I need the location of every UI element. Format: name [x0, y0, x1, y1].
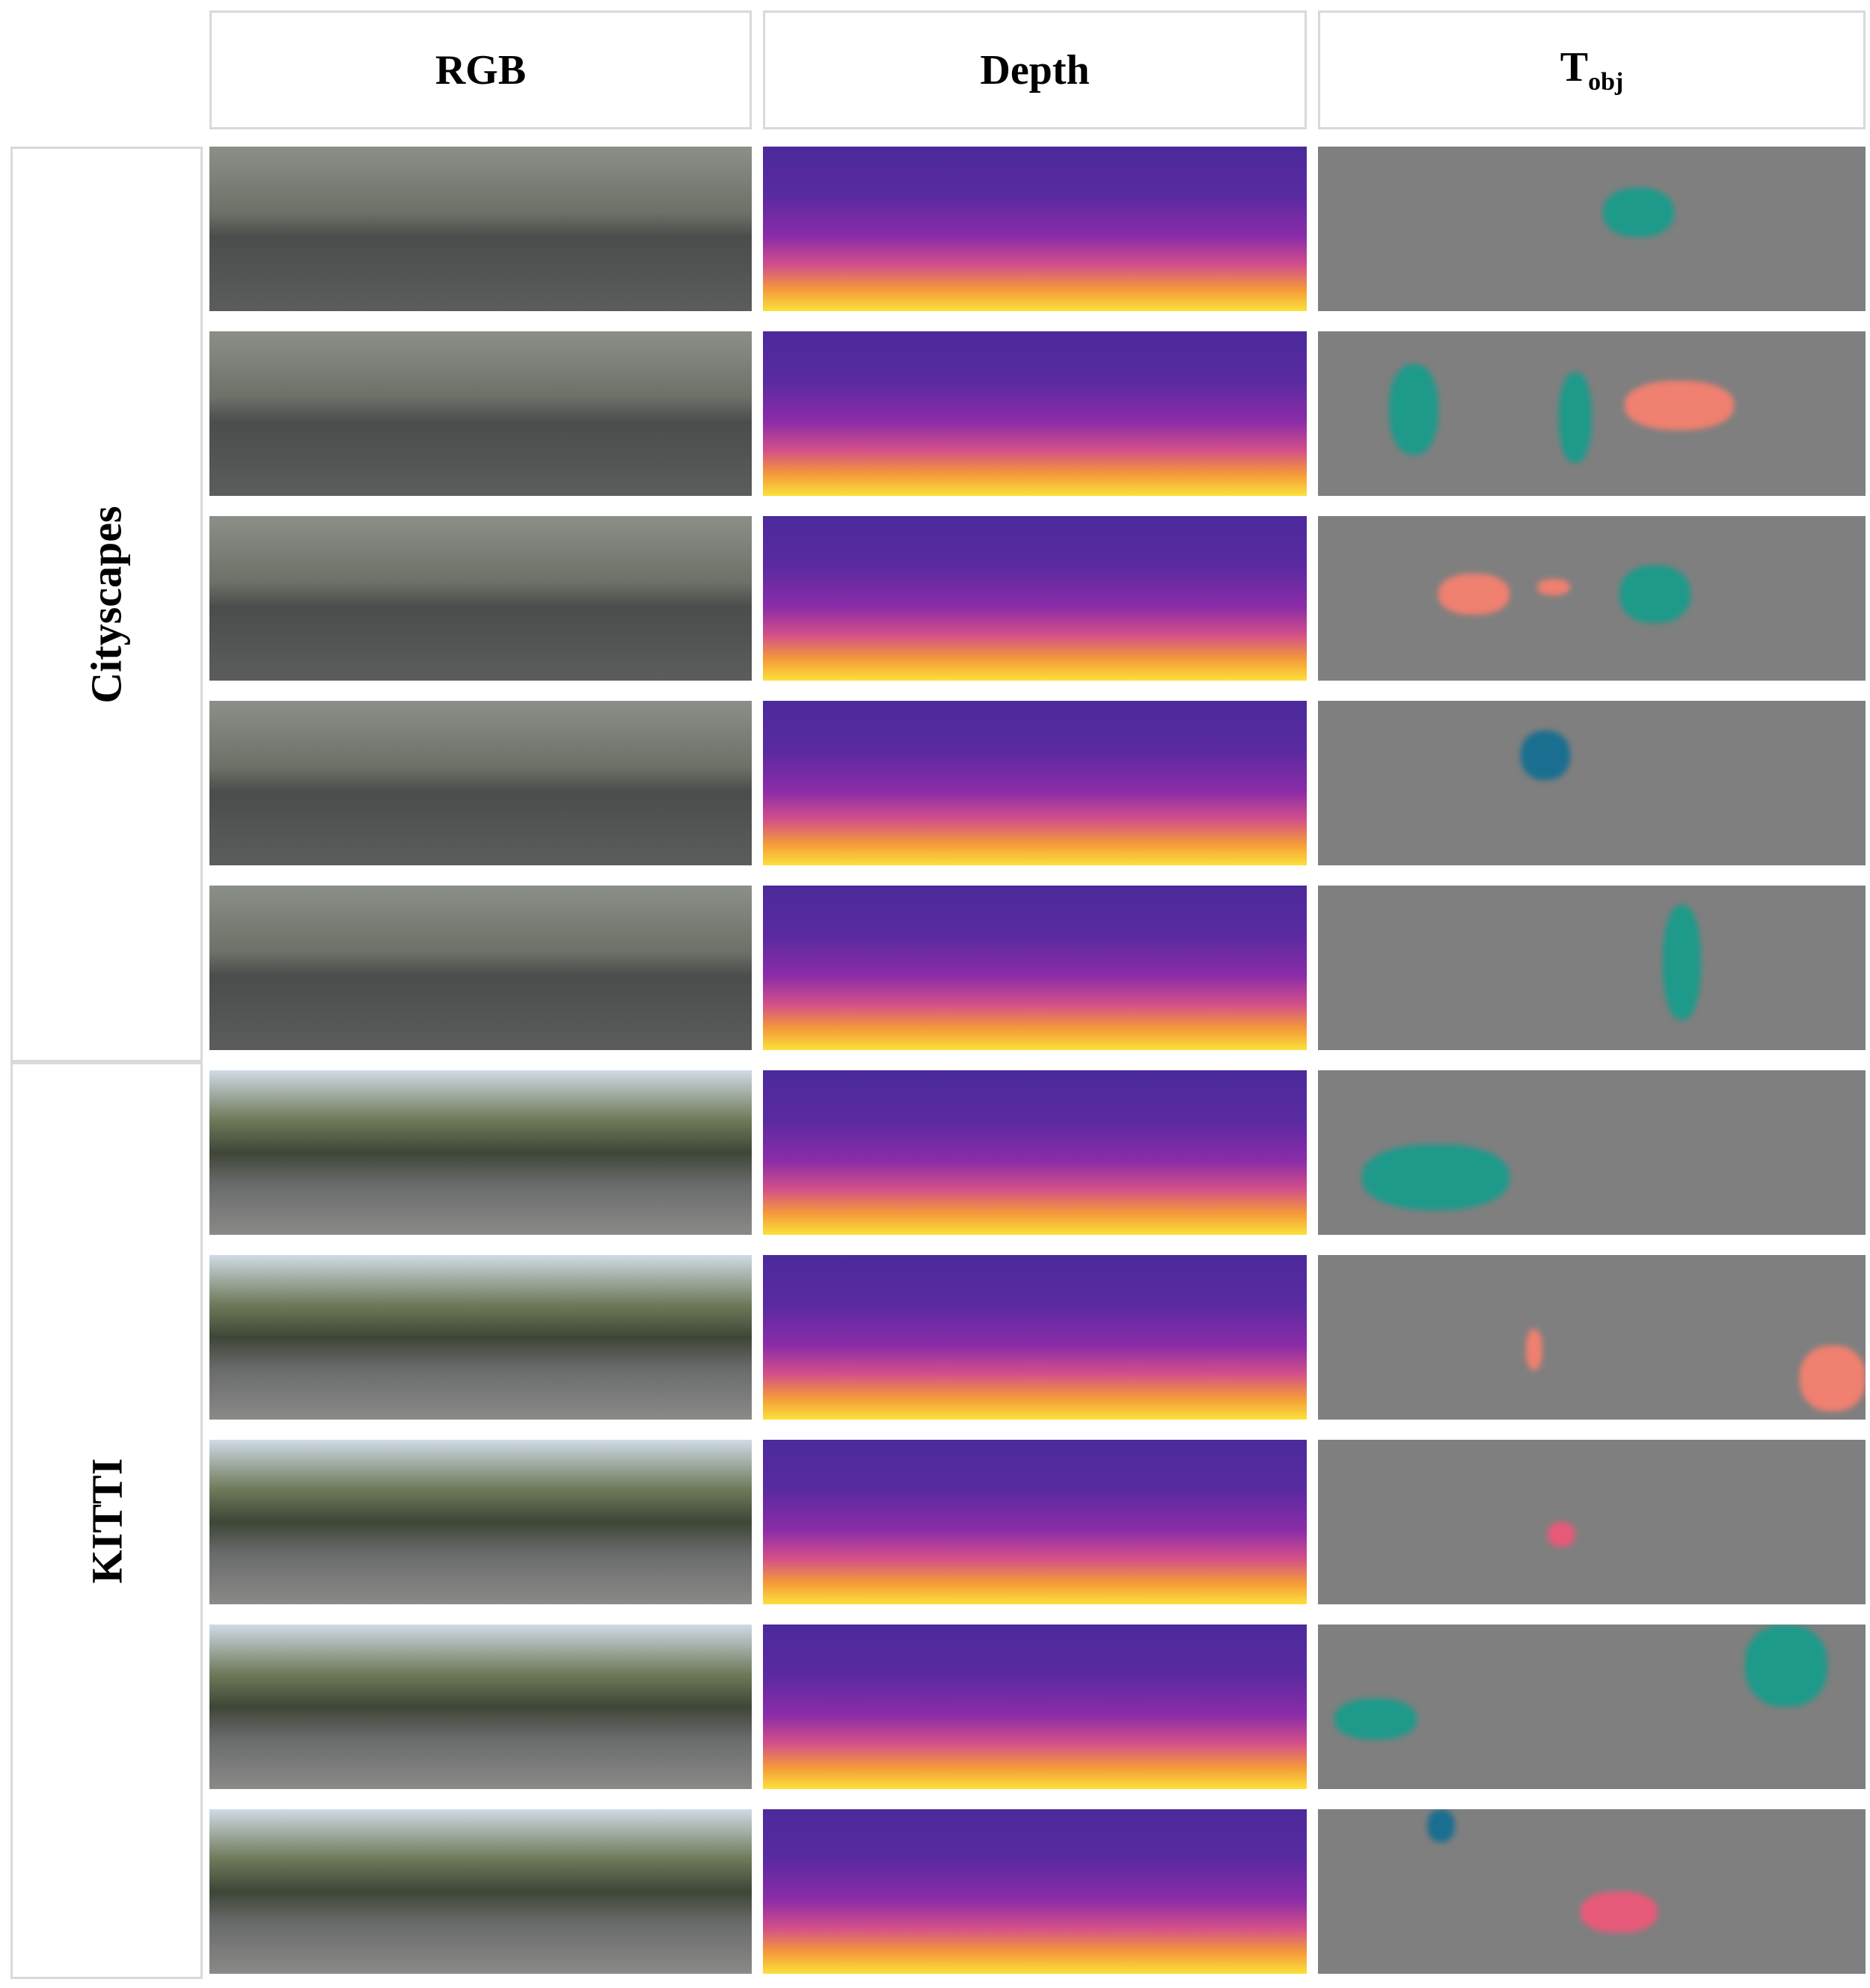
depth-image — [763, 1440, 1307, 1604]
tobj-image — [1318, 1255, 1866, 1420]
depth-image — [763, 516, 1307, 681]
motion-blob — [1520, 730, 1570, 780]
motion-blob — [1800, 1346, 1866, 1411]
column-header: Depth — [763, 10, 1307, 129]
tobj-image — [1318, 147, 1866, 311]
rgb-image — [209, 147, 752, 311]
header-text: Depth — [980, 46, 1090, 93]
rgb-image — [209, 1809, 752, 1974]
header-subscript: obj — [1588, 68, 1624, 96]
motion-blob — [1389, 364, 1439, 455]
tobj-image — [1318, 1809, 1866, 1974]
rgb-image — [209, 886, 752, 1050]
rgb-image — [209, 701, 752, 865]
motion-blob — [1427, 1809, 1455, 1842]
depth-image — [763, 331, 1307, 496]
rgb-image — [209, 1255, 752, 1420]
header-text: Tobj — [1560, 43, 1624, 96]
header-text: RGB — [435, 46, 527, 93]
motion-blob — [1438, 574, 1510, 615]
dataset-text: KITTI — [82, 1458, 131, 1583]
column-header: Tobj — [1318, 10, 1866, 129]
motion-blob — [1744, 1625, 1827, 1707]
motion-blob — [1624, 381, 1735, 430]
motion-blob — [1663, 905, 1702, 1021]
depth-image — [763, 701, 1307, 865]
dataset-label: Cityscapes — [10, 147, 203, 1062]
rgb-image — [209, 331, 752, 496]
tobj-image — [1318, 331, 1866, 496]
motion-blob — [1619, 565, 1690, 623]
depth-image — [763, 1070, 1307, 1235]
motion-blob — [1334, 1699, 1417, 1740]
rgb-image — [209, 1625, 752, 1789]
column-header: RGB — [209, 10, 752, 129]
tobj-image — [1318, 886, 1866, 1050]
rgb-image — [209, 1440, 752, 1604]
depth-image — [763, 147, 1307, 311]
motion-blob — [1602, 188, 1674, 237]
dataset-text: Cityscapes — [82, 505, 132, 704]
motion-blob — [1526, 1329, 1543, 1370]
motion-blob — [1559, 372, 1592, 463]
header-main: T — [1560, 43, 1589, 90]
motion-blob — [1548, 1522, 1576, 1547]
tobj-image — [1318, 1625, 1866, 1789]
motion-blob — [1581, 1892, 1658, 1933]
tobj-image — [1318, 516, 1866, 681]
depth-image — [763, 1809, 1307, 1974]
dataset-label: KITTI — [10, 1062, 203, 1979]
rgb-image — [209, 1070, 752, 1235]
depth-image — [763, 1625, 1307, 1789]
tobj-image — [1318, 701, 1866, 865]
tobj-image — [1318, 1440, 1866, 1604]
tobj-image — [1318, 1070, 1866, 1235]
depth-image — [763, 1255, 1307, 1420]
motion-blob — [1536, 578, 1570, 595]
rgb-image — [209, 516, 752, 681]
motion-blob — [1361, 1144, 1510, 1210]
depth-image — [763, 886, 1307, 1050]
